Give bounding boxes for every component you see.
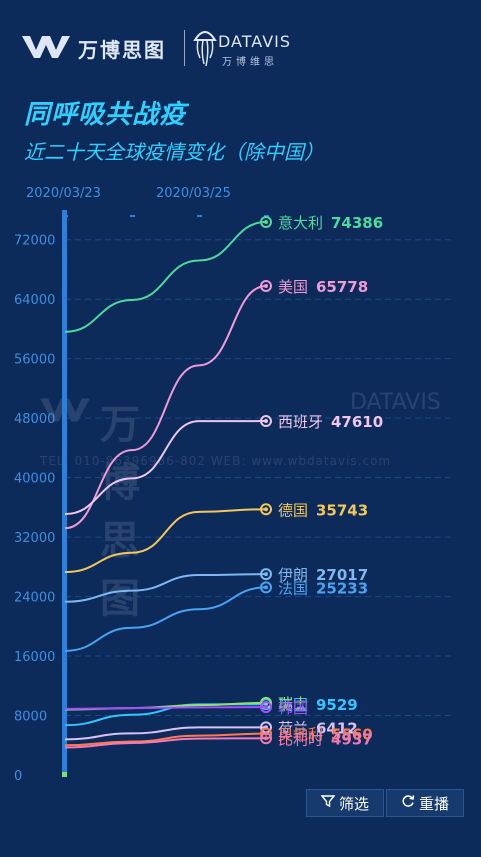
- series-line: [64, 420, 267, 516]
- filter-icon: [320, 794, 336, 812]
- brand-name: 万博思图: [78, 38, 166, 62]
- series-value-label: 74386: [331, 214, 383, 232]
- series-end-point: [260, 701, 272, 714]
- series-line: [64, 737, 267, 749]
- series-name-label: 奥地利: [278, 726, 323, 744]
- series-end-dot: [264, 736, 268, 741]
- replay-button-label: 重播: [418, 794, 449, 813]
- series-end-dot: [264, 219, 268, 224]
- date-label: 2020/03/25: [156, 186, 231, 201]
- series-name-label: 伊朗: [278, 566, 308, 584]
- series-end-point: [260, 732, 272, 745]
- datavis-logo-subtext: 万博维思: [222, 57, 278, 68]
- series-end-point: [260, 415, 272, 428]
- y-tick-label: 0: [14, 769, 22, 784]
- series-name-label: 瑞士: [278, 695, 308, 713]
- series-name-label: 美国: [278, 278, 308, 296]
- y-tick-label: 32000: [14, 531, 55, 546]
- series-name-label: 英国: [278, 696, 308, 714]
- page-title: 同呼吸共战疫: [24, 100, 187, 130]
- series-end-point: [260, 503, 272, 516]
- brand-logo: 万博思图 DATAVIS 万博维思: [22, 22, 322, 72]
- series-value-label: 27017: [316, 566, 368, 584]
- date-label: 2020/03/23: [26, 186, 101, 201]
- series-value-label: 6412: [316, 719, 358, 737]
- series-end-dot: [264, 572, 268, 577]
- brand-mark-icon: [22, 36, 70, 58]
- filter-button-label: 筛选: [338, 794, 369, 813]
- y-tick-label: 72000: [14, 234, 55, 249]
- series-line: [64, 573, 267, 603]
- filter-button[interactable]: 筛选: [306, 789, 384, 817]
- series-value-label: 47610: [331, 413, 383, 431]
- series-end-dot: [264, 283, 268, 288]
- series-end-point: [260, 581, 272, 594]
- series-name-label: 韩国: [278, 699, 308, 717]
- series-value-label: 4937: [331, 730, 373, 748]
- series-end-point: [260, 568, 272, 581]
- series-end-dot: [264, 419, 268, 424]
- series-end-point: [260, 279, 272, 292]
- series-line: [64, 726, 267, 741]
- series-value-label: 5560: [331, 726, 373, 744]
- page-subtitle: 近二十天全球疫情变化（除中国）: [24, 140, 324, 164]
- series-value-label: 35743: [316, 501, 368, 519]
- series-line: [64, 508, 267, 574]
- y-tick-label: 40000: [14, 472, 55, 487]
- series-name-label: 德国: [278, 501, 308, 519]
- y-tick-label: 56000: [14, 353, 55, 368]
- y-tick-label: 8000: [14, 710, 47, 725]
- series-value-label: 9529: [316, 696, 358, 714]
- jellyfish-icon: [193, 31, 217, 67]
- series-name-label: 西班牙: [278, 413, 323, 431]
- y-tick-label: 24000: [14, 591, 55, 606]
- y-tick-label: 48000: [14, 412, 55, 427]
- axis-marker: [62, 772, 67, 777]
- series-line: [64, 220, 267, 333]
- logo-divider: [184, 30, 185, 66]
- replay-button[interactable]: 重播: [386, 789, 464, 817]
- series-name-label: 比利时: [278, 730, 323, 748]
- series-line: [64, 586, 267, 652]
- series-end-dot: [264, 705, 268, 710]
- replay-icon: [401, 794, 415, 812]
- series-end-dot: [264, 507, 268, 512]
- series-value-label: 65778: [316, 278, 368, 296]
- series-line: [64, 706, 267, 710]
- series-name-label: 意大利: [278, 214, 323, 232]
- series-value-label: 25233: [316, 579, 368, 597]
- series-line: [64, 732, 267, 747]
- series-name-label: 法国: [278, 579, 308, 597]
- y-tick-label: 16000: [14, 650, 55, 665]
- series-end-point: [260, 215, 272, 228]
- series-end-dot: [264, 585, 268, 590]
- series-line: [64, 284, 267, 530]
- series-name-label: 荷兰: [278, 719, 308, 737]
- y-tick-label: 64000: [14, 293, 55, 308]
- y-axis: [62, 210, 67, 775]
- datavis-logo-text: DATAVIS: [218, 32, 292, 51]
